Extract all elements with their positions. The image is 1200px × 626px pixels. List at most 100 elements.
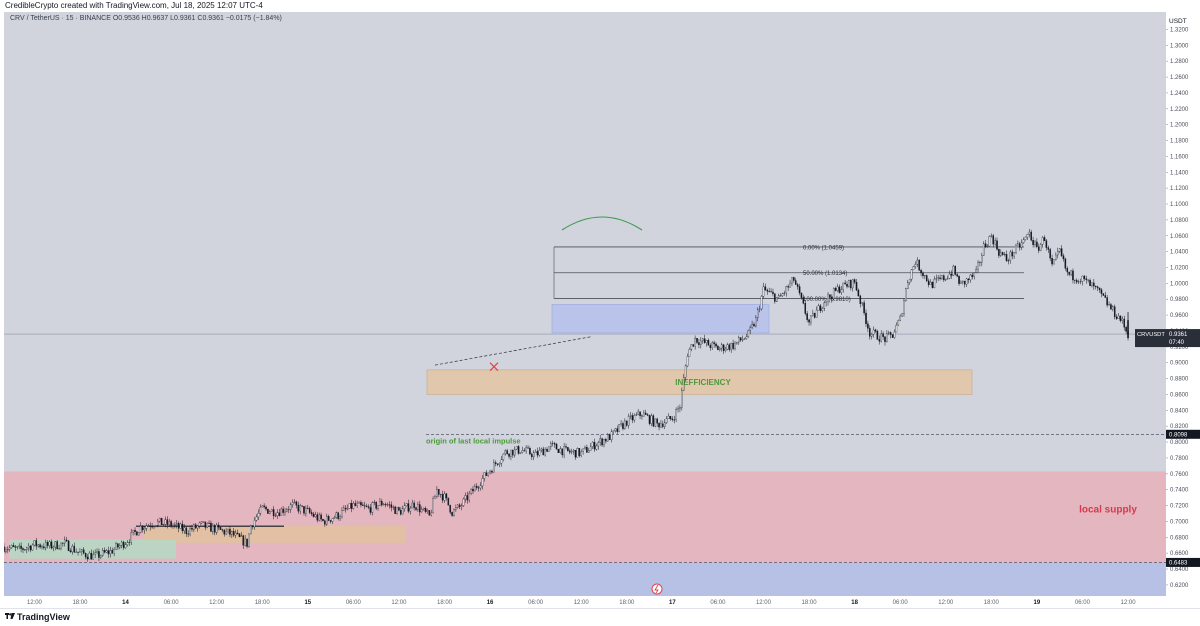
candle-body — [22, 548, 24, 550]
candle-body — [339, 516, 341, 519]
candle-body — [920, 270, 922, 274]
candle-body — [1030, 231, 1032, 241]
candle-body — [905, 288, 907, 301]
candle-body — [804, 303, 807, 314]
candle-body — [417, 504, 419, 510]
candle-body — [827, 294, 829, 302]
candle-body — [109, 550, 112, 555]
candle-body — [238, 533, 241, 537]
candle-body — [149, 525, 151, 527]
candle-body — [954, 265, 957, 275]
candle-body — [455, 507, 457, 510]
candle-body — [981, 255, 983, 263]
candle-body — [933, 278, 936, 288]
candle-body — [709, 345, 712, 348]
price-tick-label: 0.7600 — [1170, 472, 1189, 478]
candle-body — [130, 532, 132, 543]
candle-body — [324, 520, 326, 525]
zone-label-inefficiency: INEFFICIENCY — [675, 378, 731, 387]
price-chart[interactable]: local supply INEFFICIENCY 0.00% (1.0459) 50… — [4, 12, 1166, 596]
candle-body — [98, 551, 100, 558]
candle-body — [973, 272, 976, 277]
candle-body — [1113, 306, 1116, 318]
candle-body — [441, 494, 444, 501]
candle-body — [677, 408, 679, 410]
candle-body — [227, 528, 229, 532]
candle-body — [335, 512, 338, 518]
candle-body — [132, 529, 134, 533]
candle-body — [958, 276, 960, 284]
candle-body — [257, 513, 260, 518]
candle-body — [793, 277, 795, 281]
candle-body — [1053, 259, 1055, 265]
candle-body — [219, 527, 222, 530]
price-tick-label: 1.2200 — [1170, 107, 1189, 113]
candle-body — [990, 235, 993, 237]
candle-body — [588, 450, 590, 453]
candle-body — [806, 313, 808, 320]
candle-body — [553, 443, 556, 445]
price-tick-label: 0.9800 — [1170, 297, 1189, 303]
candle-body — [225, 530, 227, 535]
candle-body — [924, 275, 926, 277]
candle-body — [360, 502, 362, 506]
candle-body — [633, 415, 636, 421]
candle-body — [291, 502, 294, 505]
candle-body — [375, 501, 377, 509]
event-bolt-icon — [654, 584, 659, 594]
candle-body — [259, 506, 262, 514]
candle-body — [415, 507, 417, 510]
candle-body — [992, 235, 994, 245]
candle-body — [512, 449, 514, 456]
candle-body — [231, 531, 233, 535]
origin-label: origin of last local impulse — [426, 436, 521, 445]
candle-body — [479, 485, 482, 489]
time-axis[interactable]: 12:00 18:00 14 06:00 12:00 18:00 15 06:00 12:00 1… — [4, 596, 1166, 608]
price-tick-label: 1.1400 — [1170, 170, 1189, 176]
candle-body — [96, 551, 98, 553]
candle-body — [498, 463, 501, 465]
candle-body — [67, 540, 70, 551]
candles-group — [4, 228, 1129, 562]
candle-body — [899, 315, 901, 321]
candle-body — [819, 305, 822, 311]
candle-body — [787, 286, 789, 288]
candle-body — [679, 407, 681, 409]
candle-body — [781, 293, 784, 297]
candle-body — [261, 505, 263, 508]
candle-body — [79, 551, 81, 553]
price-axis[interactable]: USDT 1.3200 1.3000 1.2800 1.2600 1.2400 1.2200… — [1166, 12, 1200, 596]
candle-body — [527, 447, 529, 449]
candle-body — [865, 312, 867, 325]
candle-body — [565, 446, 567, 448]
candle-body — [1032, 239, 1034, 246]
candle-body — [447, 497, 450, 506]
price-tag-symbol: CRVUSDT — [1137, 332, 1165, 338]
candle-body — [903, 300, 905, 315]
price-tick-label: 0.6200 — [1170, 583, 1189, 589]
candle-body — [813, 312, 816, 318]
candle-body — [975, 269, 977, 273]
candle-body — [550, 443, 552, 448]
candle-body — [584, 447, 586, 449]
candle-body — [618, 424, 620, 432]
candle-body — [373, 501, 376, 503]
candle-body — [426, 510, 429, 512]
candle-body — [859, 295, 862, 304]
candle-body — [798, 286, 801, 294]
candle-body — [546, 448, 548, 452]
candle-body — [1093, 282, 1095, 287]
candle-body — [884, 336, 886, 342]
candle-body — [719, 347, 721, 351]
ohlc-open-label: O — [112, 15, 119, 22]
candle-body — [916, 259, 919, 265]
candle-body — [749, 327, 751, 331]
candle-body — [882, 333, 884, 337]
candle-body — [536, 451, 539, 456]
fib-label: 0.00% (1.0459) — [803, 245, 844, 251]
candle-body — [1041, 237, 1044, 245]
candle-body — [65, 539, 68, 542]
candle-body — [1125, 327, 1127, 332]
chart-pane[interactable]: local supply INEFFICIENCY 0.00% (1.0459) 50… — [4, 12, 1166, 596]
candle-body — [246, 538, 248, 547]
